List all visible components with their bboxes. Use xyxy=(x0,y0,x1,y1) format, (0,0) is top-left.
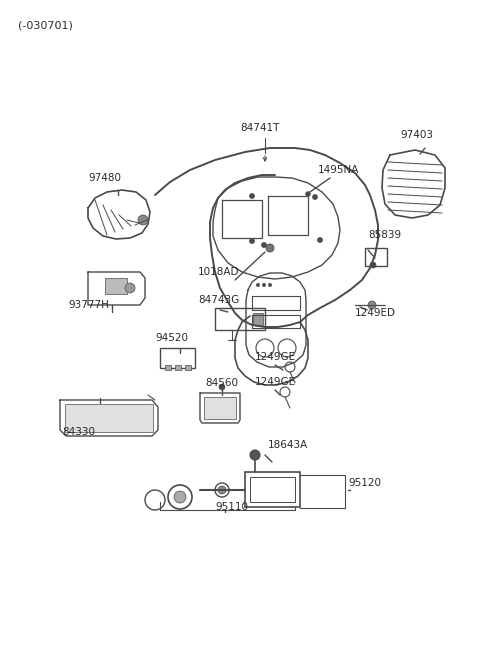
Text: 93777H: 93777H xyxy=(68,300,109,310)
Bar xyxy=(250,477,295,502)
Circle shape xyxy=(266,244,274,252)
Text: 1249GE: 1249GE xyxy=(255,352,296,362)
Text: 84330: 84330 xyxy=(62,427,95,437)
Circle shape xyxy=(256,283,260,287)
Text: 85839: 85839 xyxy=(368,230,401,240)
Text: 1495NA: 1495NA xyxy=(318,165,360,175)
Circle shape xyxy=(312,195,317,200)
Circle shape xyxy=(174,491,186,503)
Bar xyxy=(165,365,171,370)
Bar xyxy=(65,404,153,432)
Circle shape xyxy=(250,238,254,244)
Circle shape xyxy=(262,242,266,248)
Circle shape xyxy=(250,450,260,460)
Circle shape xyxy=(125,283,135,293)
Text: 1018AD: 1018AD xyxy=(198,267,240,277)
Text: 95110: 95110 xyxy=(215,502,248,512)
Circle shape xyxy=(370,262,376,268)
Bar xyxy=(204,397,236,419)
Circle shape xyxy=(317,238,323,242)
Bar xyxy=(245,472,300,507)
Bar xyxy=(175,365,181,370)
Circle shape xyxy=(250,193,254,198)
Circle shape xyxy=(368,301,376,309)
Text: 84560: 84560 xyxy=(205,378,238,388)
Bar xyxy=(253,313,263,325)
Circle shape xyxy=(218,486,226,494)
Text: 97403: 97403 xyxy=(400,130,433,140)
Bar xyxy=(160,348,195,368)
Text: 1249GE: 1249GE xyxy=(255,377,296,387)
Text: 97480: 97480 xyxy=(88,173,121,183)
Bar xyxy=(215,308,265,330)
Text: 1249ED: 1249ED xyxy=(355,308,396,318)
Bar xyxy=(365,248,387,266)
Text: 94520: 94520 xyxy=(155,333,188,343)
Bar xyxy=(105,278,127,294)
Circle shape xyxy=(262,283,266,287)
Circle shape xyxy=(305,191,311,196)
Circle shape xyxy=(138,215,148,225)
Circle shape xyxy=(268,283,272,287)
Text: 18643A: 18643A xyxy=(268,440,308,450)
Circle shape xyxy=(219,384,225,390)
Bar xyxy=(185,365,191,370)
Text: 84743G: 84743G xyxy=(198,295,239,305)
Text: (-030701): (-030701) xyxy=(18,20,73,30)
Text: 95120: 95120 xyxy=(348,478,381,488)
Text: 84741T: 84741T xyxy=(240,123,279,133)
